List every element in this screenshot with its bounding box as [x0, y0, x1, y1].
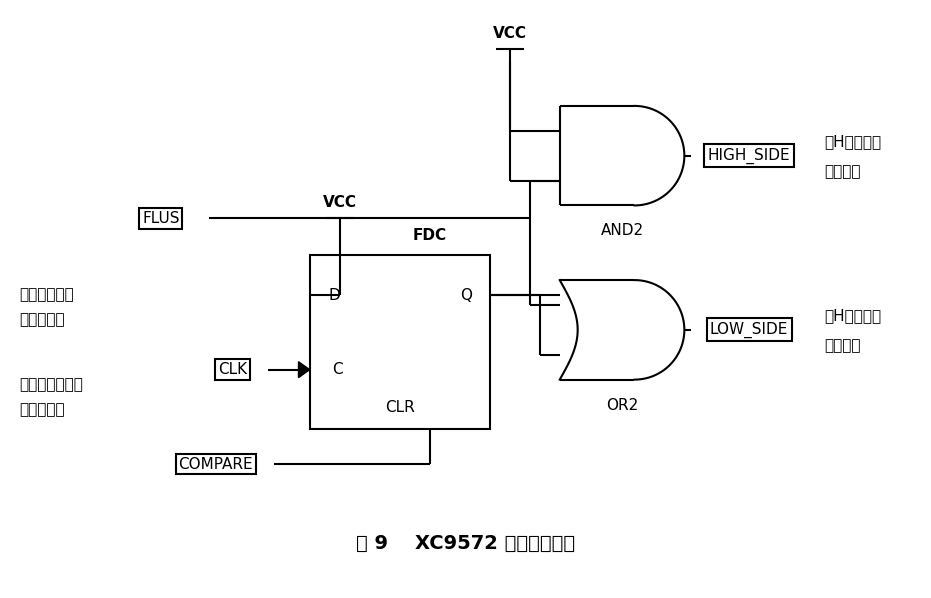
- Text: 电压比较器输出: 电压比较器输出: [20, 377, 83, 392]
- Text: AND2: AND2: [600, 224, 643, 239]
- Text: D: D: [329, 288, 340, 303]
- Text: 管子光耦: 管子光耦: [824, 338, 860, 353]
- Text: COMPARE: COMPARE: [179, 457, 253, 472]
- Text: FDC: FDC: [413, 228, 447, 243]
- Text: 单片机输出的: 单片机输出的: [20, 288, 74, 303]
- Text: VCC: VCC: [323, 196, 358, 210]
- Text: FLUS: FLUS: [142, 211, 180, 226]
- Text: 管子光耦: 管子光耦: [824, 164, 860, 179]
- Text: 接H桥的高侧: 接H桥的高侧: [824, 134, 881, 150]
- Text: 相通电脉冲: 相通电脉冲: [20, 312, 65, 327]
- Text: C: C: [332, 362, 343, 377]
- Text: OR2: OR2: [606, 398, 638, 413]
- Text: 的比较结果: 的比较结果: [20, 402, 65, 417]
- Text: Q: Q: [460, 288, 472, 303]
- Text: 图 9    XC9572 逻辑控制电路: 图 9 XC9572 逻辑控制电路: [356, 535, 575, 553]
- Polygon shape: [299, 362, 310, 377]
- Text: VCC: VCC: [492, 26, 527, 41]
- Text: CLR: CLR: [385, 400, 415, 415]
- Text: CLK: CLK: [218, 362, 248, 377]
- Bar: [310, 255, 490, 429]
- Text: HIGH_SIDE: HIGH_SIDE: [708, 148, 790, 164]
- Text: LOW_SIDE: LOW_SIDE: [710, 322, 789, 338]
- Text: 接H桥的低侧: 接H桥的低侧: [824, 309, 881, 324]
